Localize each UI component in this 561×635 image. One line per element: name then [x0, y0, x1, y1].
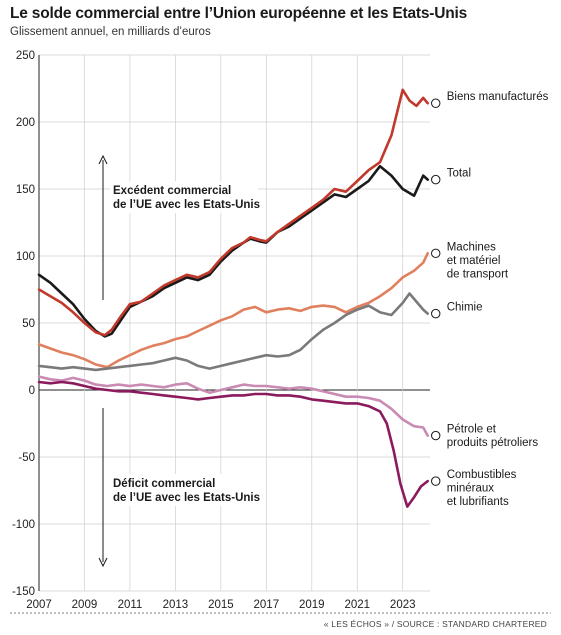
series-label-petrole: produits pétroliers — [447, 437, 539, 449]
series-end-marker-biens — [431, 98, 441, 108]
surplus-arrow-head — [98, 154, 108, 165]
series-line-petrole — [37, 375, 429, 437]
y-tick-label: 150 — [16, 184, 35, 196]
y-tick-label: 250 — [16, 50, 35, 62]
x-tick-label: 2021 — [344, 599, 370, 611]
deficit-annotation-line-1: Déficit commercial — [113, 478, 215, 490]
x-tick-label: 2013 — [163, 599, 189, 611]
y-axis-tick-labels: -150 -100 -50 0 50 100 150 200 250 — [12, 50, 35, 598]
chart-grid — [38, 54, 430, 592]
x-tick-label: 2019 — [299, 599, 325, 611]
surplus-annotation-line-2: de l’UE avec les Etats-Unis — [113, 199, 260, 211]
series-end-labels: Biens manufacturés Total Machines et matéri… — [431, 91, 549, 508]
series-label-machines: et matériel — [447, 255, 501, 267]
x-tick-label: 2023 — [390, 599, 416, 611]
deficit-label-bg — [110, 474, 258, 506]
series-label-chimie: Chimie — [447, 302, 483, 314]
series-line-machines — [37, 252, 429, 369]
x-axis-tick-labels: 2007 2009 2011 2013 2015 2017 2019 2021 2023 — [26, 599, 415, 611]
series-line-chimie — [37, 292, 429, 372]
series-end-marker-combustibles — [431, 476, 441, 486]
deficit-annotation-line-2: de l’UE avec les Etats-Unis — [113, 492, 260, 504]
x-tick-label: 2011 — [118, 599, 143, 611]
surplus-annotation-line-1: Excédent commercial — [113, 185, 231, 197]
y-tick-label: 0 — [29, 385, 35, 397]
x-tick-label: 2015 — [208, 599, 234, 611]
series-end-marker-machines — [431, 248, 441, 259]
series-label-combustibles: Combustibles — [447, 469, 517, 481]
series-end-marker-petrole — [431, 430, 441, 441]
page-title: Le solde commercial entre l’Union europé… — [10, 5, 468, 22]
y-tick-label: 50 — [22, 318, 35, 330]
series-label-machines: de transport — [447, 268, 509, 280]
x-tick-label: 2007 — [26, 599, 52, 611]
y-tick-label: -100 — [12, 519, 35, 531]
series-label-combustibles: et lubrifiants — [447, 496, 509, 508]
series-label-petrole: Pétrole et — [447, 424, 497, 436]
page-subtitle: Glissement annuel, en milliards d’euros — [10, 26, 211, 38]
series-label-machines: Machines — [447, 241, 496, 253]
series-label-combustibles: minéraux — [447, 483, 495, 495]
chart-series — [37, 88, 429, 508]
series-line-biens — [37, 88, 429, 337]
chart-annotations: Excédent commercial de l’UE avec les Eta… — [98, 154, 260, 568]
y-tick-label: -150 — [12, 586, 35, 598]
series-end-marker-chimie — [431, 308, 441, 319]
y-tick-label: -50 — [18, 452, 35, 464]
x-tick-label: 2009 — [72, 599, 98, 611]
surplus-label-bg — [110, 181, 258, 213]
series-label-biens: Biens manufacturés — [447, 91, 549, 103]
series-line-combustibles — [37, 380, 429, 508]
deficit-arrow-head — [98, 557, 108, 568]
series-label-total: Total — [447, 168, 471, 180]
series-end-marker-total — [431, 174, 441, 185]
x-tick-label: 2017 — [254, 599, 280, 611]
source-note: « LES ÉCHOS » / SOURCE : STANDARD CHARTE… — [323, 619, 547, 629]
y-tick-label: 100 — [16, 251, 35, 263]
y-tick-label: 200 — [16, 117, 35, 129]
